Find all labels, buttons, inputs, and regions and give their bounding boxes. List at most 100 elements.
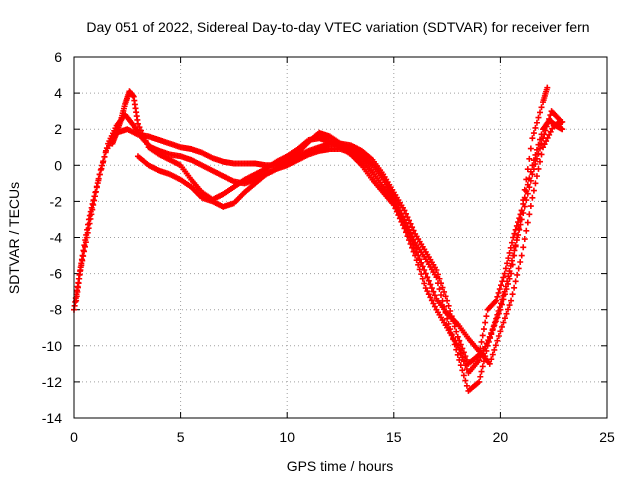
data-point: [100, 158, 107, 165]
data-point: [94, 180, 101, 187]
data-point: [421, 266, 428, 273]
data-point: [415, 252, 422, 259]
data-point: [479, 363, 486, 370]
x-tick-label: 5: [177, 429, 185, 445]
data-point: [460, 358, 467, 365]
data-point: [532, 180, 539, 187]
data-point: [495, 333, 502, 340]
data-point: [436, 275, 443, 282]
data-point: [533, 155, 540, 162]
data-point: [526, 211, 533, 218]
data-point: [463, 382, 470, 389]
data-point: [421, 280, 428, 287]
data-point: [430, 288, 437, 295]
data-point: [453, 328, 460, 335]
data-point: [427, 281, 434, 288]
data-point: [457, 341, 464, 348]
data-point: [80, 253, 87, 260]
data-point: [506, 275, 513, 282]
data-point: [508, 297, 515, 304]
data-point: [399, 216, 406, 223]
data-point: [511, 247, 518, 254]
data-point: [78, 262, 85, 269]
data-point: [93, 184, 100, 191]
data-point: [533, 173, 540, 180]
data-point: [460, 349, 467, 356]
data-point: [454, 351, 461, 358]
data-point: [524, 190, 531, 197]
data-point: [536, 145, 543, 152]
data-point: [419, 263, 426, 270]
data-point: [85, 225, 92, 232]
data-point: [456, 346, 463, 353]
data-point: [512, 278, 519, 285]
data-point: [433, 274, 440, 281]
data-point: [480, 347, 487, 354]
data-point: [479, 332, 486, 339]
data-point: [407, 234, 414, 241]
data-point: [103, 145, 110, 152]
data-point: [523, 176, 530, 183]
data-point: [502, 265, 509, 272]
data-point: [536, 109, 543, 116]
data-point: [476, 378, 483, 385]
data-point: [493, 297, 500, 304]
data-point: [520, 197, 527, 204]
data-point: [498, 301, 505, 308]
data-point: [491, 322, 498, 329]
series-track-d: [134, 118, 566, 367]
data-point: [142, 137, 149, 144]
data-point: [428, 297, 435, 304]
y-tick-label: -10: [42, 338, 62, 354]
data-point: [436, 286, 443, 293]
data-point: [533, 119, 540, 126]
data-point: [530, 187, 537, 194]
data-point: [401, 220, 408, 227]
data-point: [409, 224, 416, 231]
data-point: [483, 340, 490, 347]
data-point: [427, 294, 434, 301]
data-point: [392, 201, 399, 208]
data-point: [81, 243, 88, 250]
data-point: [422, 285, 429, 292]
data-points: [71, 84, 566, 394]
data-point: [517, 258, 524, 265]
chart-title: Day 051 of 2022, Sidereal Day-to-day VTE…: [86, 19, 589, 35]
data-point: [501, 270, 508, 277]
x-axis-label: GPS time / hours: [287, 458, 394, 474]
x-tick-label: 20: [493, 429, 509, 445]
data-point: [459, 345, 466, 352]
data-point: [79, 257, 86, 264]
data-point: [476, 357, 483, 364]
data-point: [505, 255, 512, 262]
data-point: [529, 171, 536, 178]
data-point: [425, 291, 432, 298]
x-tick-labels: 0 5 10 15 20 25: [70, 429, 615, 445]
data-point: [99, 162, 106, 169]
data-point: [456, 356, 463, 363]
data-point: [424, 274, 431, 281]
data-point: [86, 220, 93, 227]
data-point: [542, 127, 549, 134]
y-tick-label: 2: [54, 121, 62, 137]
data-point: [515, 225, 522, 232]
data-point: [546, 115, 553, 122]
data-point: [535, 141, 542, 148]
data-point: [144, 140, 151, 147]
data-point: [527, 177, 534, 184]
data-point: [538, 151, 545, 158]
data-point: [529, 162, 536, 169]
data-point: [402, 223, 409, 230]
data-point: [492, 318, 499, 325]
data-point: [532, 124, 539, 131]
data-point: [521, 236, 528, 243]
data-point: [511, 252, 518, 259]
data-point: [505, 280, 512, 287]
data-point: [544, 134, 551, 141]
data-point: [524, 219, 531, 226]
data-point: [515, 265, 522, 272]
data-point: [505, 306, 512, 313]
data-point: [418, 259, 425, 266]
data-point: [96, 171, 103, 178]
